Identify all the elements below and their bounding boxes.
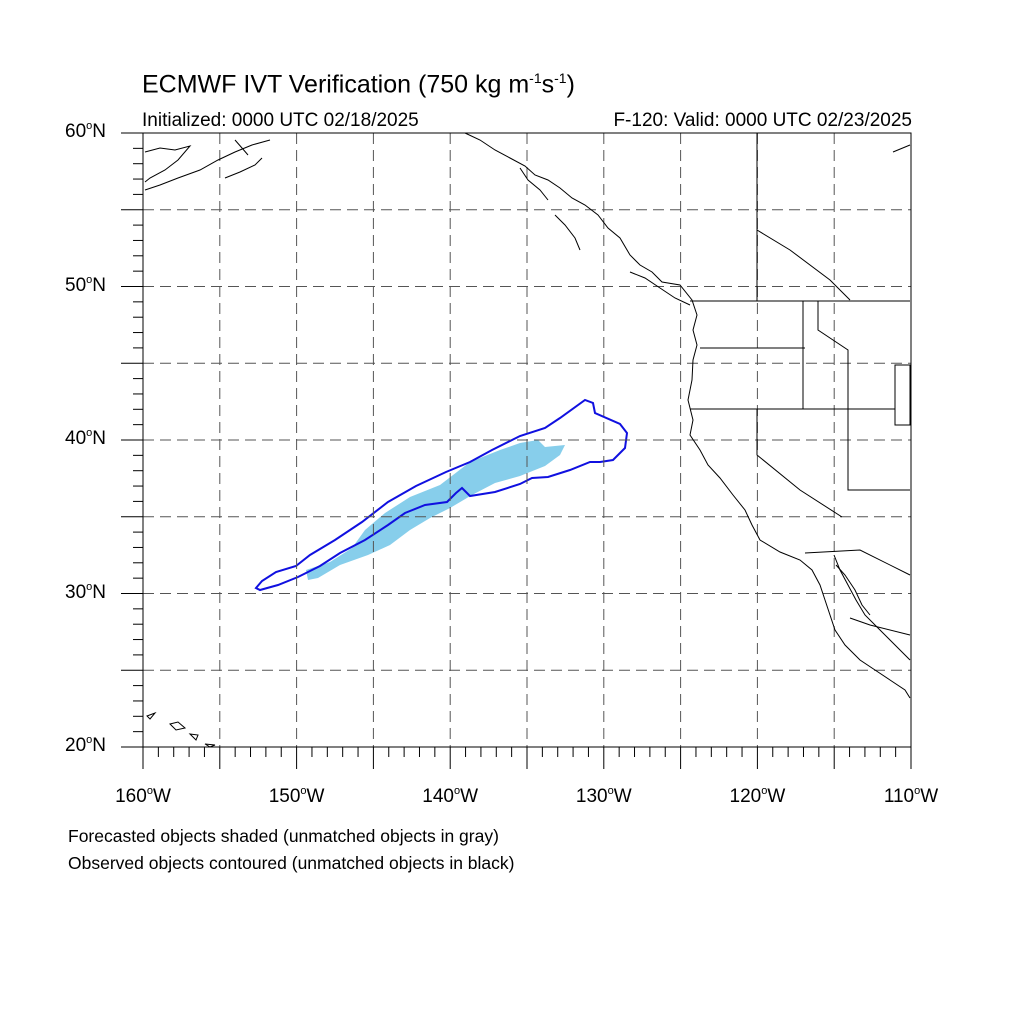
lon-label: 150oW xyxy=(268,785,325,807)
lon-label: 140oW xyxy=(422,785,479,807)
title-mid: s xyxy=(541,70,555,99)
lat-label: 60oN xyxy=(65,120,106,142)
lat-label: 30oN xyxy=(65,580,106,603)
observed-object-contour xyxy=(254,398,629,592)
note-observed: Observed objects contoured (unmatched ob… xyxy=(68,853,515,873)
lon-label: 120oW xyxy=(729,785,786,807)
coastlines-and-borders xyxy=(144,132,911,748)
lon-label: 130oW xyxy=(575,785,632,807)
chart-title: ECMWF IVT Verification (750 kg m-1s-1) xyxy=(142,70,575,99)
title-exp1: -1 xyxy=(529,70,542,86)
note-forecast: Forecasted objects shaded (unmatched obj… xyxy=(68,826,499,846)
lat-label: 40oN xyxy=(65,427,106,449)
map-frame xyxy=(121,132,912,769)
valid-label: F-120: Valid: 0000 UTC 02/23/2025 xyxy=(613,110,912,131)
lat-lon-grid xyxy=(143,133,911,747)
lat-label: 50oN xyxy=(65,273,106,296)
lon-label: 110oW xyxy=(883,785,939,807)
forecast-object-shaded xyxy=(306,440,565,580)
initialized-label: Initialized: 0000 UTC 02/18/2025 xyxy=(142,110,419,131)
title-exp2: -1 xyxy=(554,70,567,86)
lat-label: 20oN xyxy=(65,734,106,756)
title-main: ECMWF IVT Verification (750 kg m xyxy=(142,70,530,99)
title-end: ) xyxy=(566,70,575,99)
lon-label: 160oW xyxy=(115,785,171,807)
